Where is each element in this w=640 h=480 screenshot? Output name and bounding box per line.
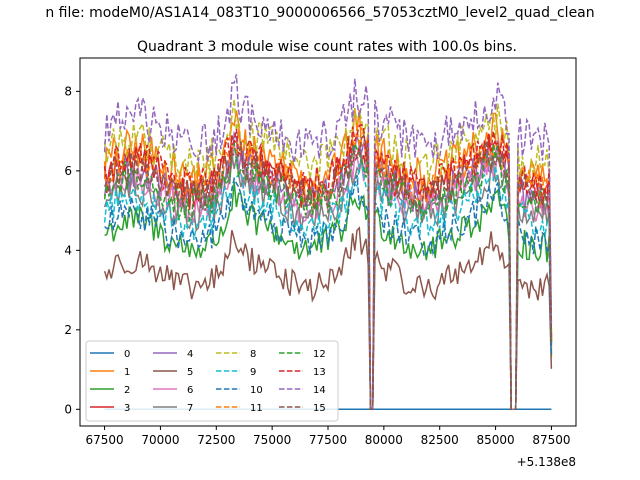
legend-label-4: 4 (187, 349, 193, 360)
y-tick-label: 6 (64, 164, 72, 178)
x-tick-label: 77500 (309, 433, 347, 447)
legend-box (85, 340, 339, 422)
series-line-15 (103, 134, 553, 411)
legend-label-0: 0 (124, 349, 130, 360)
legend-label-12: 12 (313, 349, 326, 360)
legend-label-14: 14 (313, 385, 326, 396)
series-layer (103, 74, 553, 411)
chart-title: Quadrant 3 module wise count rates with … (137, 39, 517, 55)
legend-label-13: 13 (313, 367, 326, 378)
series-line-13 (103, 123, 553, 411)
legend-label-10: 10 (250, 385, 263, 396)
series-line-8 (103, 98, 553, 411)
legend-label-1: 1 (124, 367, 130, 378)
legend-label-15: 15 (313, 403, 326, 414)
figure-suptitle: n file: modeM0/AS1A14_083T10_9000006566_… (45, 5, 594, 21)
series-line-14 (103, 74, 553, 411)
x-tick-label: 80000 (365, 433, 403, 447)
legend-label-6: 6 (187, 385, 193, 396)
y-tick-label: 8 (64, 84, 72, 98)
x-tick-label: 87500 (532, 433, 570, 447)
x-tick-label: 70000 (141, 433, 179, 447)
y-tick-label: 2 (64, 323, 72, 337)
series-line-12 (103, 140, 553, 411)
x-tick-label: 85000 (476, 433, 514, 447)
series-line-2 (104, 181, 553, 411)
x-tick-label: 72500 (197, 433, 235, 447)
x-tick-label: 82500 (421, 433, 459, 447)
x-tick-label: 75000 (253, 433, 291, 447)
x-tick-label: 67500 (85, 433, 123, 447)
series-line-10 (104, 175, 553, 411)
plot-area: 67500 70000 72500 75000 77500 80000 82500 85000… (64, 57, 577, 469)
legend-label-5: 5 (187, 367, 193, 378)
x-axis: 67500 70000 72500 75000 77500 80000 82500 85000… (85, 426, 571, 447)
legend-label-11: 11 (250, 403, 263, 414)
series-line-11 (103, 127, 553, 411)
y-tick-label: 0 (64, 402, 72, 416)
legend-label-3: 3 (124, 403, 130, 414)
x-offset-label: +5.138e8 (517, 455, 576, 469)
legend-label-8: 8 (250, 349, 256, 360)
legend-label-2: 2 (124, 385, 130, 396)
y-axis: 0 2 4 6 8 (64, 84, 80, 416)
y-tick-label: 4 (64, 243, 72, 257)
series-line-5 (103, 226, 553, 411)
legend-label-9: 9 (250, 367, 256, 378)
legend-label-7: 7 (187, 403, 193, 414)
